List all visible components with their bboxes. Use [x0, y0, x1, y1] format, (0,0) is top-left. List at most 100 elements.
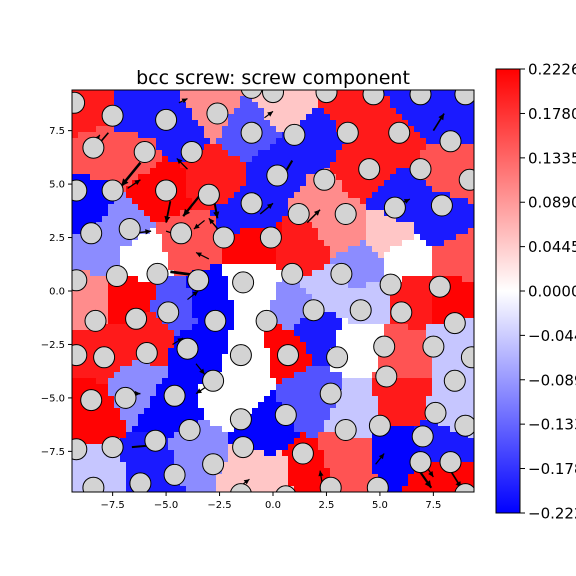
heatmap-cell: [438, 168, 445, 175]
heatmap-cell: [264, 204, 271, 211]
heatmap-cell: [150, 396, 157, 403]
heatmap-cell: [252, 372, 259, 379]
heatmap-cell: [276, 312, 283, 319]
heatmap-cell: [378, 474, 385, 481]
heatmap-cell: [372, 456, 379, 463]
heatmap-cell: [156, 252, 163, 259]
heatmap-cell: [312, 264, 319, 271]
heatmap-cell: [414, 234, 421, 241]
heatmap-cell: [336, 102, 343, 109]
heatmap-cell: [162, 330, 169, 337]
heatmap-cell: [282, 474, 289, 481]
heatmap-cell: [390, 174, 397, 181]
x-tick-label: −5.0: [154, 500, 178, 511]
heatmap-cell: [354, 162, 361, 169]
heatmap-cell: [204, 444, 211, 451]
heatmap-cell: [162, 258, 169, 265]
heatmap-cell: [384, 108, 391, 115]
heatmap-cell: [372, 438, 379, 445]
heatmap-cell: [168, 330, 175, 337]
heatmap-cell: [258, 258, 265, 265]
heatmap-cell: [168, 282, 175, 289]
heatmap-cell: [438, 132, 445, 139]
heatmap-cell: [390, 324, 397, 331]
heatmap-cell: [114, 246, 121, 253]
heatmap-cell: [360, 468, 367, 475]
heatmap-cell: [186, 318, 193, 325]
heatmap-cell: [216, 270, 223, 277]
heatmap-cell: [354, 396, 361, 403]
heatmap-cell: [252, 318, 259, 325]
heatmap-cell: [408, 102, 415, 109]
heatmap-cell: [78, 300, 85, 307]
heatmap-cell: [276, 114, 283, 121]
heatmap-cell: [102, 162, 109, 169]
heatmap-cell: [384, 258, 391, 265]
heatmap-cell: [156, 228, 163, 235]
heatmap-cell: [402, 474, 409, 481]
heatmap-cell: [324, 204, 331, 211]
heatmap-cell: [462, 138, 469, 145]
atom-marker: [283, 123, 306, 146]
heatmap-cell: [114, 384, 121, 391]
heatmap-cell: [354, 252, 361, 259]
heatmap-cell: [384, 192, 391, 199]
heatmap-cell: [402, 366, 409, 373]
heatmap-cell: [282, 372, 289, 379]
heatmap-cell: [162, 426, 169, 433]
heatmap-cell: [360, 246, 367, 253]
heatmap-cell: [432, 312, 439, 319]
heatmap-cell: [378, 252, 385, 259]
heatmap-cell: [204, 360, 211, 367]
heatmap-cell: [348, 384, 355, 391]
heatmap-cell: [414, 204, 421, 211]
heatmap-cell: [168, 264, 175, 271]
heatmap-cell: [396, 114, 403, 121]
heatmap-cell: [414, 228, 421, 235]
heatmap-cell: [282, 288, 289, 295]
heatmap-cell: [354, 276, 361, 283]
heatmap-cell: [342, 162, 349, 169]
heatmap-cell: [270, 198, 277, 205]
heatmap-cell: [282, 444, 289, 451]
heatmap-cell: [438, 252, 445, 259]
heatmap-cell: [354, 210, 361, 217]
heatmap-cell: [438, 174, 445, 181]
heatmap-cell: [450, 126, 457, 133]
heatmap-cell: [270, 330, 277, 337]
heatmap-cell: [342, 156, 349, 163]
heatmap-cell: [390, 444, 397, 451]
heatmap-cell: [312, 246, 319, 253]
heatmap-cell: [348, 258, 355, 265]
heatmap-cell: [306, 156, 313, 163]
heatmap-cell: [186, 108, 193, 115]
heatmap-cell: [312, 204, 319, 211]
atom-marker: [326, 346, 349, 369]
heatmap-cell: [294, 294, 301, 301]
heatmap-cell: [288, 168, 295, 175]
heatmap-cell: [144, 294, 151, 301]
heatmap-cell: [396, 450, 403, 457]
heatmap-cell: [84, 456, 91, 463]
heatmap-cell: [402, 168, 409, 175]
heatmap-cell: [312, 222, 319, 229]
heatmap-cell: [414, 126, 421, 133]
heatmap-cell: [384, 216, 391, 223]
heatmap-cell: [222, 150, 229, 157]
heatmap-cell: [84, 444, 91, 451]
heatmap-cell: [108, 306, 115, 313]
heatmap-cell: [270, 222, 277, 229]
atom-marker: [155, 108, 178, 131]
heatmap-cell: [90, 384, 97, 391]
heatmap-cell: [300, 378, 307, 385]
heatmap-cell: [168, 216, 175, 223]
heatmap-cell: [408, 468, 415, 475]
heatmap-cell: [270, 150, 277, 157]
heatmap-cell: [300, 156, 307, 163]
heatmap-cell: [168, 294, 175, 301]
heatmap-cell: [342, 90, 349, 97]
heatmap-cell: [384, 132, 391, 139]
heatmap-cell: [246, 342, 253, 349]
heatmap-cell: [174, 132, 181, 139]
heatmap-cell: [402, 414, 409, 421]
